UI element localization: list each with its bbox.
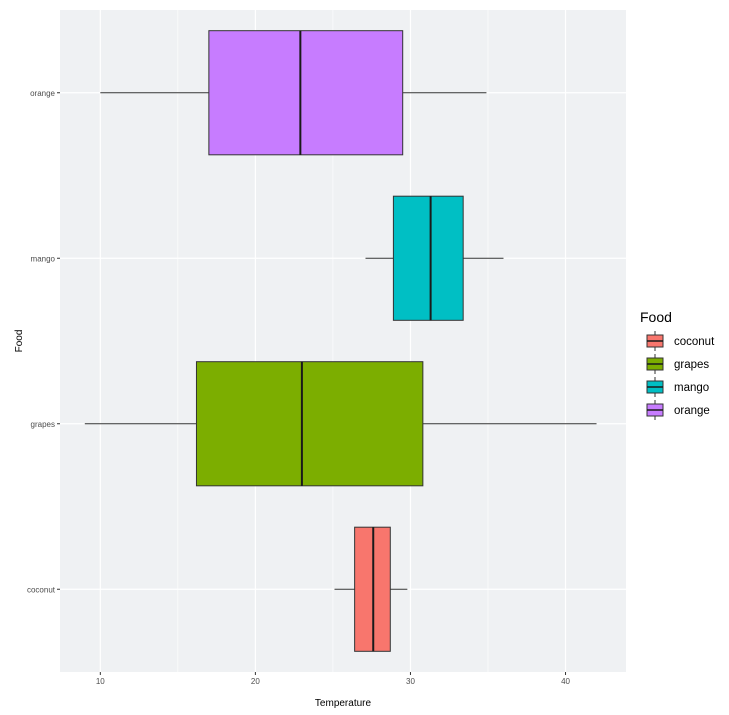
legend-label: grapes xyxy=(674,359,709,371)
box-iqr xyxy=(392,195,464,321)
box-orange xyxy=(100,30,487,156)
legend-title: Food xyxy=(640,309,672,325)
box-grapes xyxy=(84,361,597,487)
x-tick-label: 40 xyxy=(561,677,570,686)
boxes xyxy=(84,30,597,652)
box-mango xyxy=(365,195,504,321)
legend-label: orange xyxy=(674,405,710,417)
x-tick-label: 30 xyxy=(406,677,415,686)
y-tick-label: grapes xyxy=(31,420,55,429)
legend-item-orange: orange xyxy=(646,400,710,420)
legend: Food coconut grapes mango orange xyxy=(640,309,715,420)
legend-label: mango xyxy=(674,382,709,394)
legend-item-coconut: coconut xyxy=(646,331,715,351)
x-axis-ticks: 10 20 30 40 xyxy=(96,672,571,686)
legend-item-mango: mango xyxy=(646,377,709,397)
box-iqr xyxy=(195,361,424,487)
x-tick-label: 20 xyxy=(251,677,260,686)
legend-label: coconut xyxy=(674,336,715,348)
y-tick-label: orange xyxy=(30,89,55,98)
x-tick-label: 10 xyxy=(96,677,105,686)
box-coconut xyxy=(334,526,408,652)
legend-item-grapes: grapes xyxy=(646,354,709,374)
y-axis-title: Food xyxy=(14,330,25,353)
box-iqr xyxy=(208,30,404,156)
y-tick-label: coconut xyxy=(27,585,56,594)
y-axis-ticks: coconut grapes mango orange xyxy=(27,89,60,594)
y-tick-label: mango xyxy=(31,254,56,263)
x-axis-title: Temperature xyxy=(315,698,372,709)
